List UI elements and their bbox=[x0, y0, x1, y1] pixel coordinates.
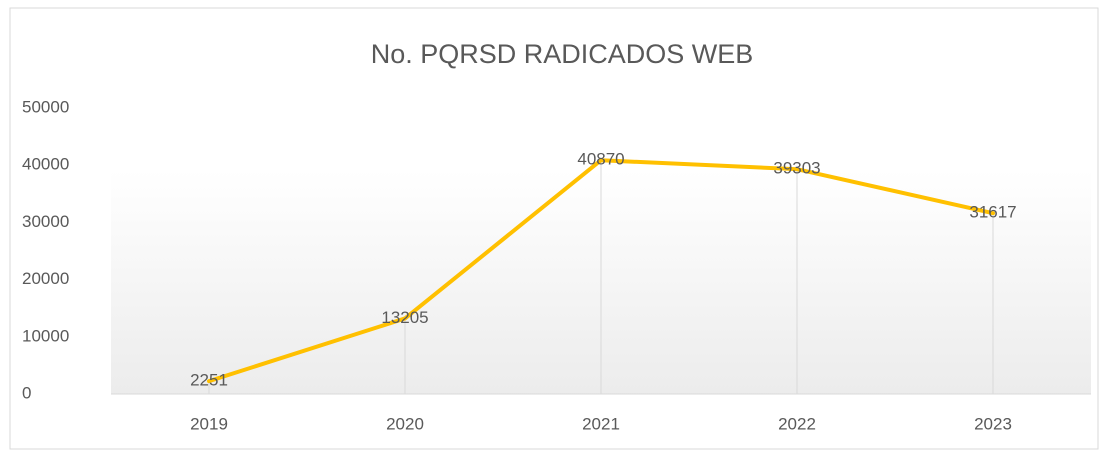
x-tick-label: 2020 bbox=[386, 414, 424, 433]
y-tick-label: 40000 bbox=[22, 155, 69, 174]
chart-border bbox=[9, 7, 1099, 450]
y-tick-label: 50000 bbox=[22, 97, 69, 116]
y-tick-label: 10000 bbox=[22, 326, 69, 345]
data-label: 40870 bbox=[577, 150, 624, 169]
y-tick-label: 30000 bbox=[22, 212, 69, 231]
x-tick-label: 2023 bbox=[974, 414, 1012, 433]
y-tick-label: 20000 bbox=[22, 269, 69, 288]
data-label: 2251 bbox=[190, 371, 228, 390]
data-line bbox=[207, 158, 995, 384]
y-tick-label: 0 bbox=[22, 383, 31, 402]
data-label: 31617 bbox=[969, 203, 1016, 222]
data-label: 13205 bbox=[381, 308, 428, 327]
data-label: 39303 bbox=[773, 159, 820, 178]
x-tick-label: 2019 bbox=[190, 414, 228, 433]
x-tick-label: 2022 bbox=[778, 414, 816, 433]
chart-title: No. PQRSD RADICADOS WEB bbox=[371, 39, 754, 69]
x-tick-label: 2021 bbox=[582, 414, 620, 433]
